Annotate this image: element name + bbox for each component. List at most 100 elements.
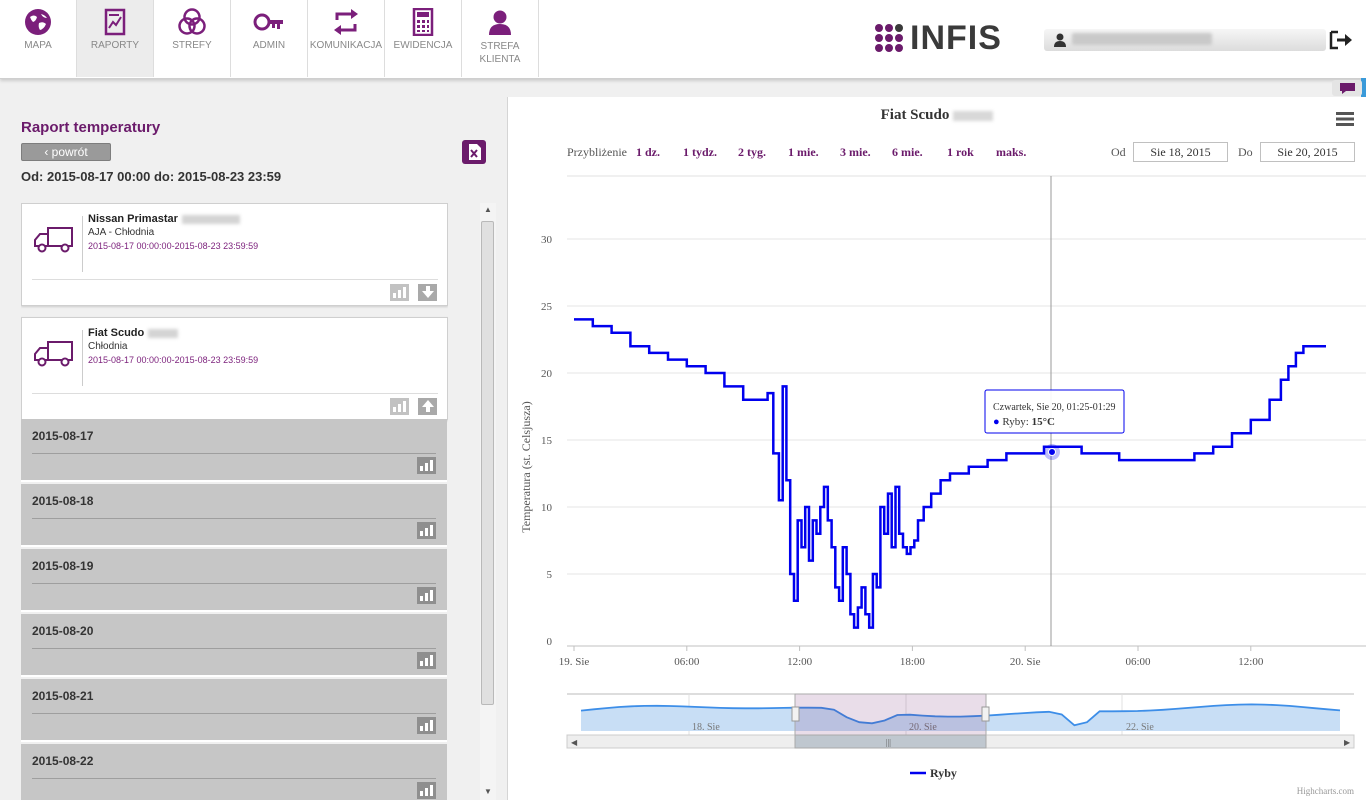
temperature-chart[interactable]: 0 5 10 15 20 25 30 19. Sie 06:00 12:00 18:00 20. S… [508,97,1366,800]
truck-icon [34,341,73,367]
navigator-handle-left[interactable] [791,706,800,722]
day-chart-button[interactable] [417,457,436,474]
y-axis-label: Temperatura (st. Celsjusza) [519,401,533,532]
navigator-handle-right[interactable] [981,706,990,722]
vehicle-name-text: Fiat Scudo [88,327,145,339]
from-date-input[interactable]: Sie 18, 2015 [1133,142,1228,162]
series-line-ryby [574,318,1326,629]
day-row[interactable]: 2015-08-20 [21,614,447,677]
legend[interactable]: Ryby [910,766,957,780]
logout-button[interactable] [1328,29,1354,51]
vehicle-card[interactable]: Nissan Primastar AJA - Chłodnia 2015-08-… [21,203,448,306]
nav-komunikacja[interactable]: KOMUNIKACJA [308,0,385,77]
nav-mapa-label: MAPA [24,40,52,51]
vehicle-dates: 2015-08-17 00:00:00-2015-08-23 23:59:59 [88,241,259,251]
nav-scroll-left-icon[interactable]: ◀ [571,738,578,747]
back-button[interactable]: ‹ powrót [21,143,111,161]
to-label: Do [1238,145,1253,159]
scroll-down-icon[interactable]: ▼ [484,787,492,796]
nav-raporty[interactable]: RAPORTY [77,0,154,77]
nav-label: 22. Sie [1126,722,1154,733]
scroll-thumb[interactable] [481,221,494,705]
zoom-2w[interactable]: 2 tyg. [738,145,766,159]
zoom-1w[interactable]: 1 tydz. [683,145,717,159]
zoom-1d[interactable]: 1 dz. [636,145,660,159]
nav-mapa[interactable]: MAPA [0,0,77,77]
x-tick-label: 18:00 [900,656,926,668]
day-label: 2015-08-20 [32,624,94,638]
nav-strefa-klienta[interactable]: STREFA KLIENTA [462,0,539,77]
nav-strefy[interactable]: STREFY [154,0,231,77]
hamburger-menu-icon[interactable] [1336,112,1354,126]
zoom-6m[interactable]: 6 mie. [892,145,923,159]
report-panel: Raport temperatury ‹ powrót Od: 2015-08-… [0,97,508,800]
x-tick-label: 12:00 [1238,656,1264,668]
collapse-button[interactable] [418,398,437,415]
nav-admin-label: ADMIN [252,40,286,51]
day-row[interactable]: 2015-08-19 [21,549,447,612]
zoom-3m[interactable]: 3 mie. [840,145,871,159]
navigator-line [580,703,1341,727]
main-nav: MAPA RAPORTY STREFY ADMIN KOMUNIKACJA EW… [0,0,539,77]
nav-ewidencja[interactable]: EWIDENCJA [385,0,462,77]
day-chart-button[interactable] [417,522,436,539]
vehicle-list: Nissan Primastar AJA - Chłodnia 2015-08-… [21,203,448,800]
vehicle-card[interactable]: Fiat Scudo Chłodnia 2015-08-17 00:00:00-… [21,317,448,420]
legend-ryby[interactable]: Ryby [930,766,957,780]
user-icon [489,10,511,35]
y-tick-label: 0 [547,636,553,648]
day-row[interactable]: 2015-08-17 [21,419,447,482]
nav-grip-icon: ||| [886,738,891,747]
card-divider [32,393,438,394]
nav-scroll-right-icon[interactable]: ▶ [1344,738,1351,747]
nav-admin[interactable]: ADMIN [231,0,308,77]
nav-ewidencja-label: EWIDENCJA [393,40,453,51]
logo-text: INFIS [910,18,1002,57]
bar-chart-icon [420,655,433,666]
chart-button[interactable] [390,398,409,415]
arrow-up-icon [421,400,434,412]
card-separator [82,330,83,386]
day-chart-button[interactable] [417,717,436,734]
scroll-up-icon[interactable]: ▲ [484,205,492,214]
chart-button[interactable] [390,284,409,301]
plate-redacted [181,214,240,224]
x-tick-label: 06:00 [674,656,700,668]
y-tick-label: 30 [541,234,553,246]
list-scrollbar[interactable]: ▲ ▼ [480,203,496,800]
y-tick-label: 5 [547,569,553,581]
tooltip-header: Czwartek, Sie 20, 01:25-01:29 [993,402,1115,413]
navigator-scrollbar-thumb[interactable] [794,734,987,749]
day-row[interactable]: 2015-08-21 [21,679,447,742]
day-divider [32,778,436,779]
arrow-down-icon [421,286,434,298]
zoom-1y[interactable]: 1 rok [947,145,974,159]
vehicle-dates: 2015-08-17 00:00:00-2015-08-23 23:59:59 [88,355,259,365]
calculator-icon [412,8,434,36]
export-button[interactable] [462,140,486,164]
infis-logo: INFIS [874,19,1002,57]
day-chart-button[interactable] [417,652,436,669]
day-chart-button[interactable] [417,782,436,799]
y-tick-label: 20 [541,368,553,380]
day-row[interactable]: 2015-08-22 [21,744,447,800]
tooltip-series: Ryby: [1002,416,1031,428]
to-date-input[interactable]: Sie 20, 2015 [1260,142,1355,162]
highcharts-credits[interactable]: Highcharts.com [1297,786,1354,796]
nav-label: 18. Sie [692,722,720,733]
bar-chart-icon [393,401,406,412]
zoom-1m[interactable]: 1 mie. [788,145,819,159]
navigator-range[interactable] [794,693,987,736]
x-tick-label: 19. Sie [559,656,590,668]
zoom-max[interactable]: maks. [996,145,1027,159]
user-menu[interactable] [1044,29,1326,51]
vehicle-name: Fiat Scudo [88,327,179,339]
day-row[interactable]: 2015-08-18 [21,484,447,547]
zoom-label: Przybliżenie [567,145,627,159]
navigator[interactable]: 18. Sie 20. Sie 22. Sie ◀ ▶ ||| [566,693,1355,749]
expand-button[interactable] [418,284,437,301]
logout-icon [1329,30,1352,50]
day-divider [32,713,436,714]
chat-button[interactable] [1332,80,1362,96]
day-chart-button[interactable] [417,587,436,604]
